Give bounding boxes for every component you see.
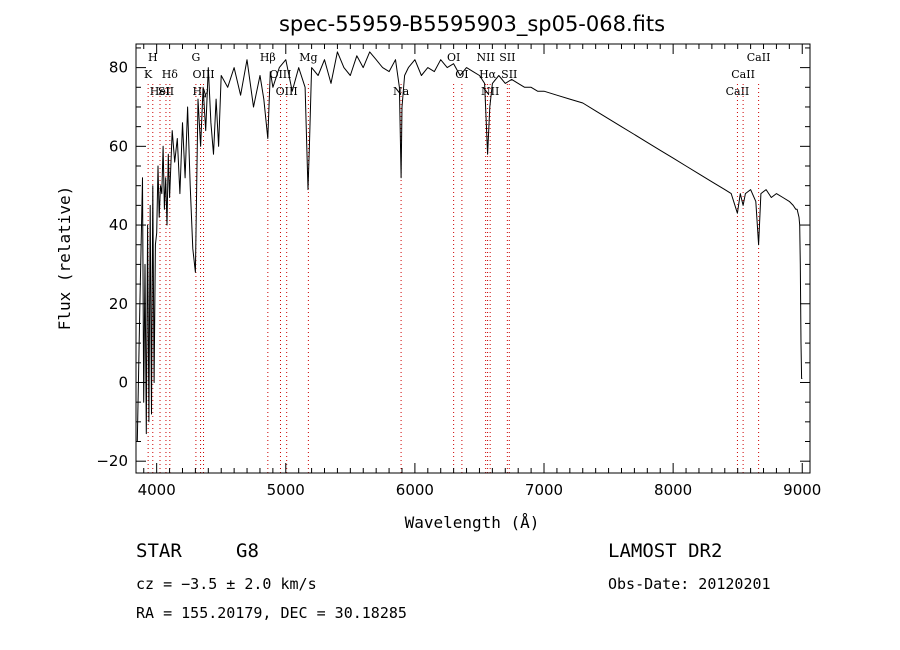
annotation-label-16: Hα bbox=[479, 68, 497, 81]
series-layer bbox=[136, 51, 803, 442]
line-annotations: KH HeI Hδ SII G Hγ OIII Hβ OIII OIII Mg Na OI OI NII Hα… bbox=[144, 51, 770, 473]
x-tick-label: 9000 bbox=[783, 481, 821, 499]
annotation-label-7: OIII bbox=[192, 68, 214, 81]
obs-date: Obs-Date: 20120201 bbox=[608, 575, 771, 593]
y-tick-label: 20 bbox=[109, 295, 128, 313]
annotation-label-1: H bbox=[148, 51, 158, 64]
annotation-label-9: OIII bbox=[269, 68, 291, 81]
annotation-label-11: Mg bbox=[299, 51, 317, 64]
annotation-label-22: CaII bbox=[747, 51, 771, 64]
annotation-label-5: G bbox=[192, 51, 201, 64]
annotation-label-8: Hβ bbox=[260, 51, 276, 64]
x-tick-label: 7000 bbox=[525, 481, 563, 499]
object-class: STAR bbox=[136, 540, 182, 562]
annotation-label-12: Na bbox=[393, 85, 410, 98]
y-tick-label: 40 bbox=[109, 216, 128, 234]
annotation-label-3: Hδ bbox=[162, 68, 179, 81]
annotation-label-15: NII bbox=[476, 51, 494, 64]
annotation-label-14: OI bbox=[455, 68, 468, 81]
x-tick-label: 5000 bbox=[267, 481, 305, 499]
y-tick-label: 0 bbox=[118, 373, 128, 391]
annotation-label-19: SII bbox=[501, 68, 517, 81]
annotation-label-10: OIII bbox=[276, 85, 298, 98]
object-subclass: G8 bbox=[236, 540, 259, 562]
annotation-label-20: CaII bbox=[726, 85, 750, 98]
annotation-label-6: Hγ bbox=[192, 85, 209, 98]
x-tick-label: 4000 bbox=[138, 481, 176, 499]
annotation-label-17: NII bbox=[481, 85, 499, 98]
x-axis: 4000 5000 6000 7000 8000 9000 bbox=[138, 44, 821, 499]
y-axis-label: Flux (relative) bbox=[55, 186, 74, 331]
x-tick-label: 6000 bbox=[396, 481, 434, 499]
plot-frame bbox=[135, 43, 811, 474]
spectrum-line-0 bbox=[136, 51, 803, 442]
annotation-label-4: SII bbox=[158, 85, 174, 98]
annotation-label-13: OI bbox=[447, 51, 460, 64]
annotation-label-18: SII bbox=[499, 51, 515, 64]
annotation-label-21: CaII bbox=[731, 68, 755, 81]
redshift-cz: cz = −3.5 ± 2.0 km/s bbox=[136, 575, 317, 593]
ra-dec: RA = 155.20179, DEC = 30.18285 bbox=[136, 604, 407, 622]
x-tick-label: 8000 bbox=[654, 481, 692, 499]
y-tick-label: −20 bbox=[96, 452, 128, 470]
annotation-label-2: HeI bbox=[150, 85, 170, 98]
y-axis: −20 0 20 40 60 80 bbox=[96, 47, 810, 470]
annotation-label-0: K bbox=[144, 68, 153, 81]
y-tick-label: 80 bbox=[109, 59, 128, 77]
survey-name: LAMOST DR2 bbox=[608, 540, 723, 562]
chart-title: spec-55959-B5595903_sp05-068.fits bbox=[279, 12, 665, 37]
x-axis-label: Wavelength (Å) bbox=[405, 513, 540, 532]
y-tick-label: 60 bbox=[109, 137, 128, 155]
